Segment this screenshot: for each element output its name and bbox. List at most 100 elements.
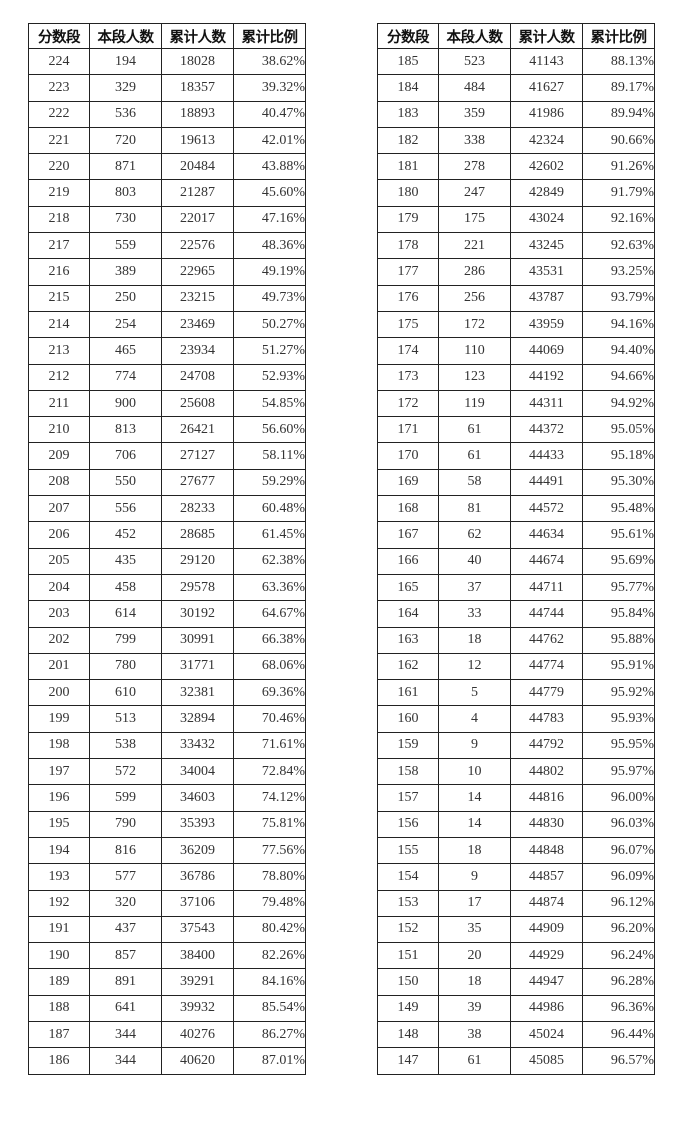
cell-score-band: 166	[377, 547, 439, 575]
cell-cumulative-percent: 89.94%	[582, 100, 655, 128]
cell-score-band: 203	[28, 600, 90, 628]
cell-cumulative-count: 30991	[161, 626, 234, 654]
cell-cumulative-count: 41627	[510, 74, 583, 102]
cell-score-band: 214	[28, 310, 90, 339]
cell-score-band: 164	[377, 600, 439, 628]
cell-cumulative-percent: 49.19%	[233, 258, 306, 286]
cell-band-count: 9	[438, 863, 511, 891]
cell-band-count: 614	[89, 600, 162, 628]
table-row: 213 465 23934 51.27%	[28, 337, 306, 365]
cell-band-count: 344	[89, 1047, 162, 1075]
cell-band-count: 256	[438, 284, 511, 312]
cell-cumulative-percent: 95.97%	[582, 758, 655, 786]
cell-cumulative-percent: 89.17%	[582, 74, 655, 102]
table-row: 151 20 44929 96.24%	[377, 942, 655, 970]
cell-score-band: 210	[28, 416, 90, 444]
cell-score-band: 168	[377, 495, 439, 523]
cell-score-band: 207	[28, 495, 90, 523]
table-row: 220 871 20484 43.88%	[28, 153, 306, 181]
cell-cumulative-count: 44744	[510, 600, 583, 628]
table-row: 179 175 43024 92.16%	[377, 205, 655, 234]
cell-band-count: 329	[89, 74, 162, 102]
cell-band-count: 389	[89, 258, 162, 286]
cell-band-count: 119	[438, 389, 511, 418]
cell-cumulative-percent: 93.25%	[582, 258, 655, 286]
cell-cumulative-count: 27677	[161, 468, 234, 497]
table-row: 155 18 44848 96.07%	[377, 836, 655, 865]
cell-cumulative-percent: 84.16%	[233, 968, 306, 996]
cell-score-band: 204	[28, 573, 90, 602]
cell-cumulative-count: 38400	[161, 942, 234, 970]
cell-cumulative-percent: 48.36%	[233, 232, 306, 260]
cell-cumulative-percent: 95.69%	[582, 547, 655, 575]
cell-score-band: 155	[377, 836, 439, 865]
table-row: 186 344 40620 87.01%	[28, 1047, 306, 1075]
cell-band-count: 40	[438, 547, 511, 575]
cell-cumulative-percent: 51.27%	[233, 337, 306, 365]
cell-cumulative-percent: 95.91%	[582, 652, 655, 681]
table-row: 205 435 29120 62.38%	[28, 547, 306, 575]
cell-score-band: 153	[377, 889, 439, 917]
cell-cumulative-percent: 94.16%	[582, 310, 655, 339]
table-row: 214 254 23469 50.27%	[28, 310, 306, 339]
cell-cumulative-count: 44857	[510, 863, 583, 891]
cell-cumulative-count: 44311	[510, 389, 583, 418]
cell-cumulative-count: 22017	[161, 205, 234, 234]
cell-cumulative-percent: 70.46%	[233, 705, 306, 733]
cell-score-band: 206	[28, 521, 90, 549]
cell-band-count: 10	[438, 758, 511, 786]
header-band-count: 本段人数	[438, 23, 511, 49]
cell-cumulative-percent: 88.13%	[582, 47, 655, 76]
cell-band-count: 706	[89, 442, 162, 470]
cell-cumulative-percent: 50.27%	[233, 310, 306, 339]
cell-cumulative-count: 41986	[510, 100, 583, 128]
table-row: 180 247 42849 91.79%	[377, 179, 655, 207]
cell-cumulative-percent: 66.38%	[233, 626, 306, 654]
cell-cumulative-percent: 95.77%	[582, 573, 655, 602]
cell-cumulative-percent: 95.92%	[582, 679, 655, 707]
cell-cumulative-percent: 69.36%	[233, 679, 306, 707]
cell-cumulative-count: 36786	[161, 863, 234, 891]
cell-cumulative-count: 39932	[161, 994, 234, 1022]
cell-score-band: 194	[28, 836, 90, 865]
table-row: 150 18 44947 96.28%	[377, 968, 655, 996]
cell-score-band: 221	[28, 126, 90, 155]
table-row: 175 172 43959 94.16%	[377, 310, 655, 339]
cell-cumulative-percent: 75.81%	[233, 810, 306, 838]
header-cumulative-percent: 累计比例	[233, 23, 306, 49]
cell-score-band: 182	[377, 126, 439, 155]
table-row: 159 9 44792 95.95%	[377, 731, 655, 760]
cell-cumulative-count: 35393	[161, 810, 234, 838]
header-row: 分数段 本段人数 累计人数 累计比例	[377, 23, 655, 49]
cell-cumulative-percent: 96.28%	[582, 968, 655, 996]
cell-cumulative-percent: 59.29%	[233, 468, 306, 497]
cell-score-band: 175	[377, 310, 439, 339]
cell-cumulative-count: 34004	[161, 758, 234, 786]
cell-cumulative-count: 28685	[161, 521, 234, 549]
header-cumulative-count: 累计人数	[161, 23, 234, 49]
cell-band-count: 599	[89, 784, 162, 812]
cell-cumulative-count: 39291	[161, 968, 234, 996]
cell-score-band: 158	[377, 758, 439, 786]
cell-cumulative-percent: 58.11%	[233, 442, 306, 470]
cell-band-count: 61	[438, 416, 511, 444]
cell-cumulative-count: 42324	[510, 126, 583, 155]
table-row: 147 61 45085 96.57%	[377, 1047, 655, 1075]
cell-cumulative-count: 40620	[161, 1047, 234, 1075]
cell-band-count: 641	[89, 994, 162, 1022]
cell-cumulative-percent: 63.36%	[233, 573, 306, 602]
table-row: 160 4 44783 95.93%	[377, 705, 655, 733]
cell-cumulative-count: 18357	[161, 74, 234, 102]
cell-cumulative-count: 31771	[161, 652, 234, 681]
cell-cumulative-percent: 95.30%	[582, 468, 655, 497]
cell-cumulative-percent: 82.26%	[233, 942, 306, 970]
header-cumulative-count: 累计人数	[510, 23, 583, 49]
table-row: 161 5 44779 95.92%	[377, 679, 655, 707]
cell-score-band: 156	[377, 810, 439, 838]
cell-band-count: 610	[89, 679, 162, 707]
table-row: 208 550 27677 59.29%	[28, 468, 306, 497]
cell-band-count: 559	[89, 232, 162, 260]
cell-band-count: 536	[89, 100, 162, 128]
cell-score-band: 181	[377, 153, 439, 181]
cell-cumulative-percent: 68.06%	[233, 652, 306, 681]
